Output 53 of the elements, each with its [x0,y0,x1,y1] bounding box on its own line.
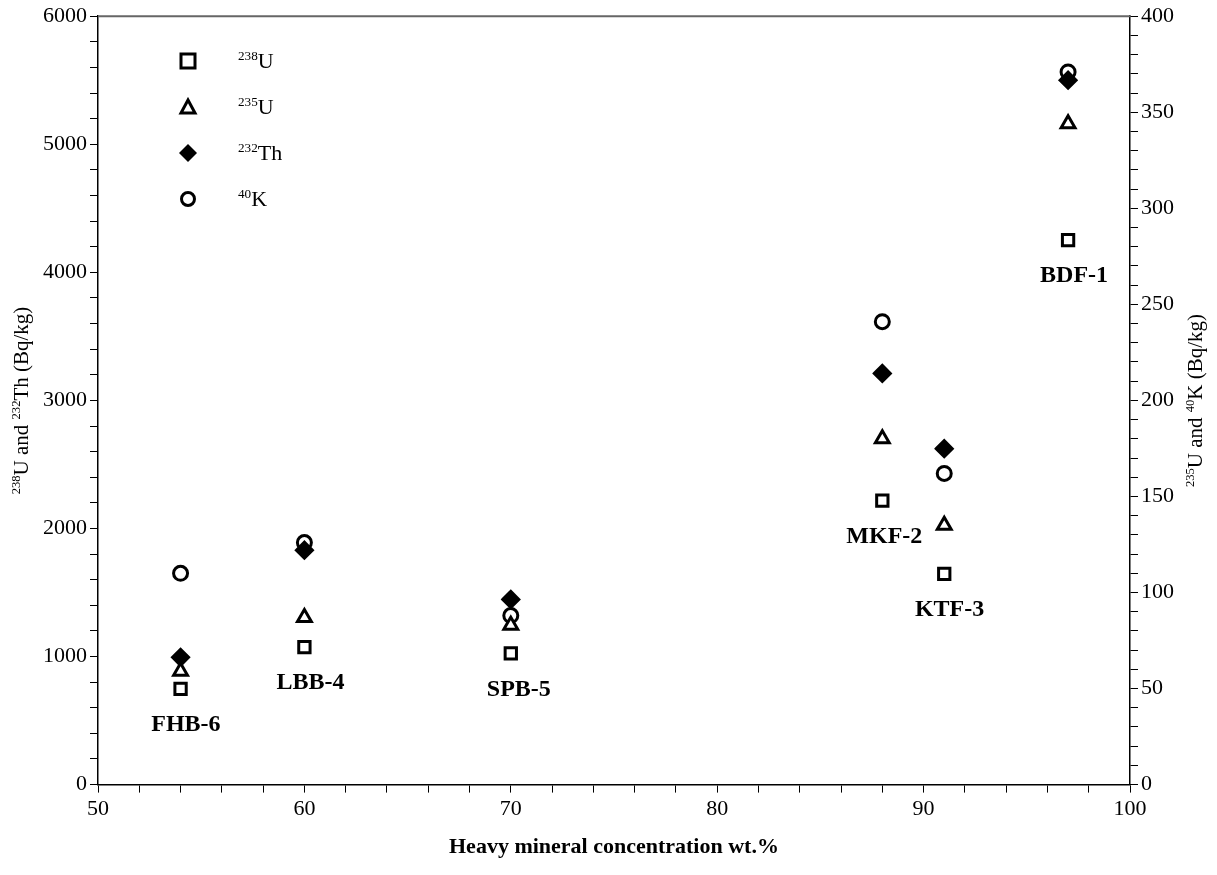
y2-tick-label: 0 [1141,770,1152,796]
point [1060,232,1076,248]
y-tick-label: 2000 [43,514,87,540]
x-tick-label: 80 [706,794,729,820]
point [502,615,520,631]
annotation: MKF-2 [846,521,923,548]
annotation: KTF-3 [914,595,985,622]
point [1058,70,1078,90]
x-tick-label: 50 [87,794,109,820]
point [294,540,314,560]
y2-tick-label: 350 [1141,98,1174,124]
x-tick-label: 90 [912,794,935,820]
y-tick-label: 6000 [43,1,87,27]
y-tick-label: 1000 [43,642,87,668]
y2-tick-label: 150 [1141,482,1174,508]
legend-label: $^{238}$U [238,48,274,75]
point [875,493,890,508]
point [935,464,953,482]
point [297,640,312,655]
point [934,439,954,459]
point [295,607,313,623]
point [501,589,521,609]
point [873,429,891,445]
annotation: LBB-4 [276,668,345,695]
point [172,564,190,582]
legend-label: $^{235}$U [238,94,274,121]
annotation: BDF-1 [1040,261,1109,288]
annotation: SPB-5 [486,674,551,701]
y-tick-label: 5000 [43,130,87,156]
x-tick-label: 70 [499,794,522,820]
point [171,647,191,667]
point [872,363,892,383]
annotation: FHB-6 [151,710,221,737]
point [1059,114,1077,130]
y2-tick-label: 100 [1141,578,1174,604]
y2-tick-label: 250 [1141,290,1174,316]
point [937,566,952,582]
legend-label: $^{40}$K [238,186,268,213]
x-tick-label: 100 [1113,794,1147,820]
x-axis-title: Heavy mineral concentration wt.% [449,832,779,859]
y2-tick-label: 300 [1141,194,1174,220]
y-tick-label: 4000 [43,258,87,284]
y2-tick-label: 200 [1141,386,1174,412]
y-tick-label: 3000 [43,386,87,412]
x-tick-label: 60 [293,794,316,820]
point [935,515,953,531]
point [503,646,518,661]
point [873,313,891,331]
y2-tick-label: 400 [1141,1,1174,27]
y-tick-label: 0 [76,770,87,796]
y2-tick-label: 50 [1141,674,1163,700]
point [173,681,188,697]
legend-label: $^{232}$Th [238,140,283,167]
